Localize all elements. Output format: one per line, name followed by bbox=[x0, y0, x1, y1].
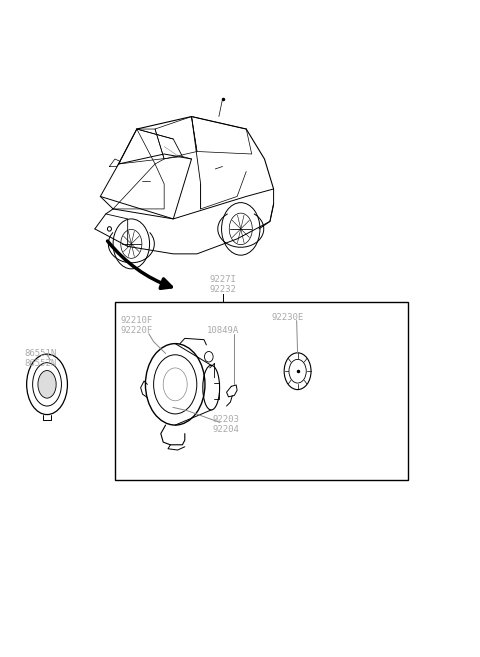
Text: 92230E: 92230E bbox=[272, 313, 304, 322]
Text: 10849A: 10849A bbox=[207, 326, 240, 335]
Text: 92203: 92203 bbox=[212, 415, 239, 424]
Ellipse shape bbox=[38, 371, 56, 398]
Text: 9227I: 9227I bbox=[210, 275, 237, 284]
Text: 86551N: 86551N bbox=[24, 349, 57, 358]
Text: 92232: 92232 bbox=[210, 284, 237, 294]
Bar bbox=[115, 302, 408, 480]
Text: 92220F: 92220F bbox=[120, 326, 153, 335]
Text: 92210F: 92210F bbox=[120, 316, 153, 325]
Text: 92204: 92204 bbox=[212, 424, 239, 434]
Text: 86552N: 86552N bbox=[24, 359, 57, 368]
